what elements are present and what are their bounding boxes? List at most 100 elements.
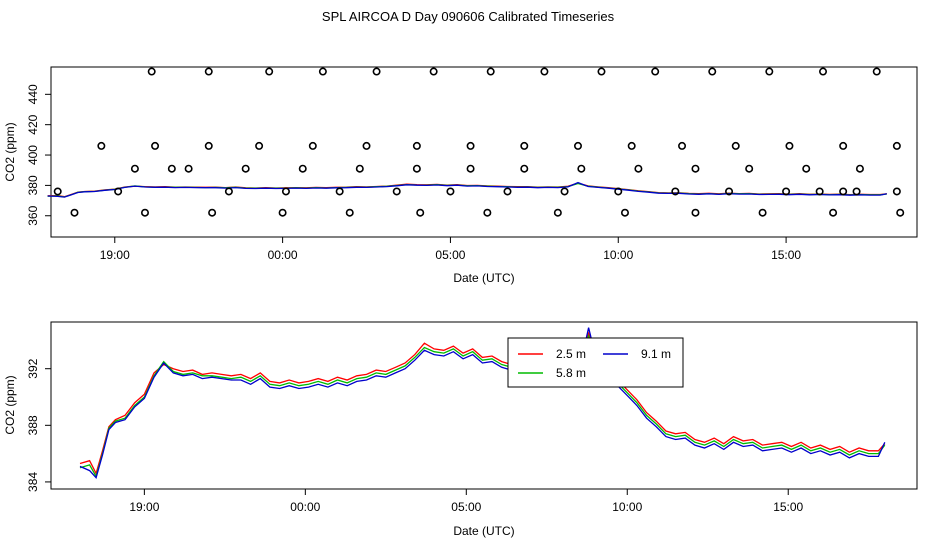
top-data-point xyxy=(416,208,425,217)
top-data-point xyxy=(140,208,149,217)
top-data-point xyxy=(241,164,250,173)
top-data-point xyxy=(278,208,287,217)
top-data-point xyxy=(466,141,475,150)
top-data-point xyxy=(335,187,344,196)
top-x-tick-label: 19:00 xyxy=(100,248,130,262)
top-data-point xyxy=(520,141,529,150)
top-data-point xyxy=(308,141,317,150)
top-data-point xyxy=(392,187,401,196)
top-data-point xyxy=(130,164,139,173)
top-y-tick-label: 420 xyxy=(26,114,40,134)
bottom-y-tick-label: 388 xyxy=(26,415,40,435)
top-data-point xyxy=(147,67,156,76)
top-panel: 19:00 00:00 05:00 10:00 15:00 360 380 400 420 44… xyxy=(3,66,918,285)
legend-label: 2.5 m xyxy=(556,347,586,361)
legend: 2.5 m 9.1 m 5.8 m xyxy=(507,337,684,388)
top-data-point xyxy=(429,67,438,76)
bottom-series-line xyxy=(79,334,886,478)
top-data-point xyxy=(114,187,123,196)
top-data-point xyxy=(829,208,838,217)
top-data-point xyxy=(520,164,529,173)
top-data-point xyxy=(573,141,582,150)
legend-label: 9.1 m xyxy=(641,347,671,361)
top-data-point xyxy=(560,187,569,196)
top-data-point xyxy=(708,67,717,76)
top-y-tick-label: 360 xyxy=(26,205,40,225)
top-data-point xyxy=(97,141,106,150)
bottom-series-line xyxy=(79,331,886,476)
bottom-lines xyxy=(79,327,886,479)
figure-title: SPL AIRCOA D Day 090606 Calibrated Times… xyxy=(322,9,615,24)
top-x-tick-label: 00:00 xyxy=(268,248,298,262)
top-data-point xyxy=(634,164,643,173)
top-data-point xyxy=(483,208,492,217)
top-data-point xyxy=(281,187,290,196)
top-data-point xyxy=(70,208,79,217)
bottom-x-tick-label: 05:00 xyxy=(451,500,481,514)
bottom-x-axis-label: Date (UTC) xyxy=(453,524,514,538)
top-data-point xyxy=(892,141,901,150)
bottom-x-tick-label: 19:00 xyxy=(129,500,159,514)
top-data-point xyxy=(224,187,233,196)
top-data-point xyxy=(872,67,881,76)
top-data-point xyxy=(678,141,687,150)
top-data-point xyxy=(204,67,213,76)
top-data-point xyxy=(412,141,421,150)
top-data-point xyxy=(255,141,264,150)
bottom-x-tick-label: 10:00 xyxy=(612,500,642,514)
top-y-axis: 360 380 400 420 440 xyxy=(26,84,51,226)
top-data-point xyxy=(184,164,193,173)
top-data-point xyxy=(765,67,774,76)
top-y-axis-label: CO2 (ppm) xyxy=(3,122,17,181)
top-y-tick-label: 400 xyxy=(26,145,40,165)
top-data-point xyxy=(815,187,824,196)
top-data-point xyxy=(362,141,371,150)
top-data-point xyxy=(446,187,455,196)
top-data-point xyxy=(151,141,160,150)
top-data-point xyxy=(208,208,217,217)
top-x-axis-label: Date (UTC) xyxy=(453,271,514,285)
top-series-line xyxy=(47,181,887,198)
bottom-x-axis: 19:00 00:00 05:00 10:00 15:00 xyxy=(129,489,804,514)
top-data-point xyxy=(345,208,354,217)
top-points xyxy=(53,67,905,217)
top-data-point xyxy=(691,208,700,217)
bottom-series-line xyxy=(79,327,886,479)
top-data-point xyxy=(486,67,495,76)
top-y-tick-label: 440 xyxy=(26,84,40,104)
bottom-panel: 19:00 00:00 05:00 10:00 15:00 384 388 392 Date… xyxy=(3,321,918,538)
top-data-point xyxy=(620,208,629,217)
top-data-point xyxy=(785,141,794,150)
top-data-point xyxy=(265,67,274,76)
bottom-y-tick-label: 392 xyxy=(26,358,40,378)
top-data-point xyxy=(503,187,512,196)
top-data-point xyxy=(412,164,421,173)
legend-box xyxy=(507,337,684,388)
top-data-point xyxy=(627,141,636,150)
top-x-tick-label: 05:00 xyxy=(435,248,465,262)
top-data-point xyxy=(553,208,562,217)
top-data-point xyxy=(167,164,176,173)
top-data-point xyxy=(745,164,754,173)
top-data-point xyxy=(540,67,549,76)
top-data-point xyxy=(852,187,861,196)
top-data-point xyxy=(839,141,848,150)
top-data-point xyxy=(892,187,901,196)
top-data-point xyxy=(651,67,660,76)
top-data-point xyxy=(758,208,767,217)
top-data-point xyxy=(782,187,791,196)
bottom-y-axis: 384 388 392 xyxy=(26,358,51,492)
top-data-point xyxy=(597,67,606,76)
bottom-x-tick-label: 15:00 xyxy=(773,500,803,514)
top-data-point xyxy=(53,187,62,196)
top-data-point xyxy=(839,187,848,196)
top-data-point xyxy=(731,141,740,150)
top-data-point xyxy=(802,164,811,173)
top-x-axis: 19:00 00:00 05:00 10:00 15:00 xyxy=(100,237,801,262)
top-data-point xyxy=(204,141,213,150)
top-data-point xyxy=(614,187,623,196)
top-data-point xyxy=(355,164,364,173)
top-data-point xyxy=(318,67,327,76)
top-data-point xyxy=(372,67,381,76)
